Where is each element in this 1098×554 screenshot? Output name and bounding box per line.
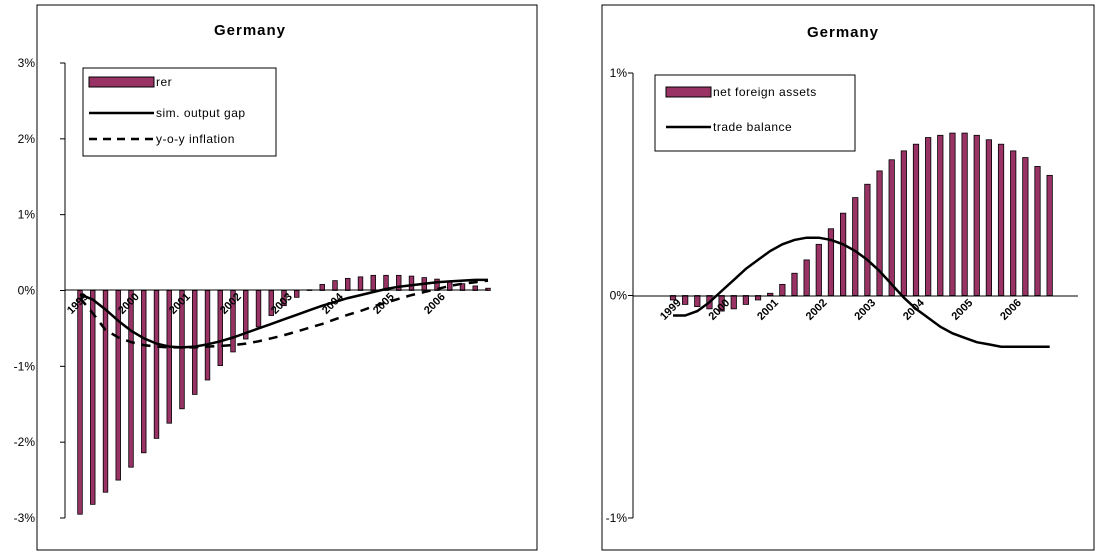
bar-net-foreign-assets (997, 143, 1005, 296)
bar-rer (204, 290, 211, 381)
bar-net-foreign-assets (767, 292, 774, 296)
legend-label-output-gap: sim. output gap (156, 106, 246, 120)
y-tick-label: -2% (14, 435, 36, 449)
y-tick-label: 1% (610, 66, 628, 80)
bar-rer (357, 276, 364, 291)
line-y-o-y-inflation (79, 279, 489, 349)
bar-rer (217, 290, 223, 366)
legend-swatch-net-foreign-assets (665, 86, 712, 98)
bar-net-foreign-assets (815, 243, 822, 296)
line-trade-balance (673, 236, 1050, 348)
bar-net-foreign-assets (694, 295, 701, 308)
bar-net-foreign-assets (1034, 166, 1041, 296)
bar-rer (294, 290, 300, 298)
chart-right: Germany 1%0%-1% 1999 2000 2001 2002 2003 2004… (601, 4, 1095, 551)
chart-left-bars (77, 274, 491, 515)
bar-rer (255, 290, 262, 328)
chart-left-y-ticks: 3% 2% 1% 0% -1% -2% -3% (14, 56, 65, 525)
chart-left-lines (79, 278, 489, 349)
chart-right-title: Germany (807, 24, 879, 41)
bar-net-foreign-assets (682, 295, 689, 305)
bar-rer (332, 280, 338, 291)
chart-right-lines (673, 236, 1050, 348)
bar-net-foreign-assets (925, 137, 932, 296)
legend-label-inflation: y-o-y inflation (156, 132, 235, 146)
y-tick-label: -1% (606, 511, 628, 525)
bar-rer (77, 290, 83, 515)
y-tick-label: 3% (18, 56, 36, 70)
legend-label-net-foreign-assets: net foreign assets (713, 85, 817, 99)
bar-rer (128, 290, 134, 468)
bar-rer (370, 274, 376, 291)
bar-rer (447, 280, 453, 291)
bar-net-foreign-assets (1010, 150, 1017, 296)
bar-net-foreign-assets (791, 272, 798, 296)
bar-net-foreign-assets (852, 197, 859, 296)
chart-left-title: Germany (214, 22, 286, 39)
bar-net-foreign-assets (876, 170, 883, 296)
chart-right-legend: net foreign assets trade balance (654, 74, 856, 152)
chart-left: Germany 3%2%1%0%-1%-2%-3% 1999 2000 2001 20… (14, 4, 538, 551)
bar-net-foreign-assets (973, 134, 980, 296)
chart-left-legend: rer sim. output gap y-o-y inflation (82, 67, 277, 157)
bar-rer (153, 290, 160, 439)
y-tick-label: -1% (14, 359, 36, 373)
bar-net-foreign-assets (888, 159, 895, 296)
bar-net-foreign-assets (864, 183, 871, 296)
legend-swatch-rer (88, 76, 155, 88)
bar-net-foreign-assets (961, 132, 968, 296)
bar-net-foreign-assets (840, 212, 847, 296)
y-tick-label: 0% (18, 284, 36, 298)
y-tick-label: 0% (610, 289, 628, 303)
line-sim-output-gap (79, 278, 488, 349)
legend-label-trade-balance: trade balance (713, 120, 792, 134)
bar-rer (102, 290, 109, 493)
legend-label-rer: rer (156, 75, 172, 89)
y-tick-label: 1% (18, 208, 36, 222)
bar-net-foreign-assets (742, 295, 750, 305)
bar-net-foreign-assets (1022, 157, 1029, 296)
bar-rer (408, 275, 415, 291)
bar-net-foreign-assets (1046, 174, 1053, 296)
bar-net-foreign-assets (985, 139, 993, 296)
bar-rer (345, 277, 351, 291)
bar-net-foreign-assets (937, 134, 944, 296)
bar-net-foreign-assets (949, 132, 956, 296)
y-tick-label: 2% (18, 132, 36, 146)
bar-rer (90, 290, 96, 505)
bar-net-foreign-assets (779, 283, 786, 296)
y-tick-label: -3% (14, 511, 36, 525)
bar-rer (141, 290, 147, 454)
bar-net-foreign-assets (803, 259, 810, 296)
bar-net-foreign-assets (900, 150, 907, 296)
bar-rer (192, 290, 198, 395)
bar-net-foreign-assets (730, 295, 737, 310)
chart-right-y-ticks: 1% 0% -1% (606, 66, 633, 525)
bar-net-foreign-assets (912, 143, 920, 296)
